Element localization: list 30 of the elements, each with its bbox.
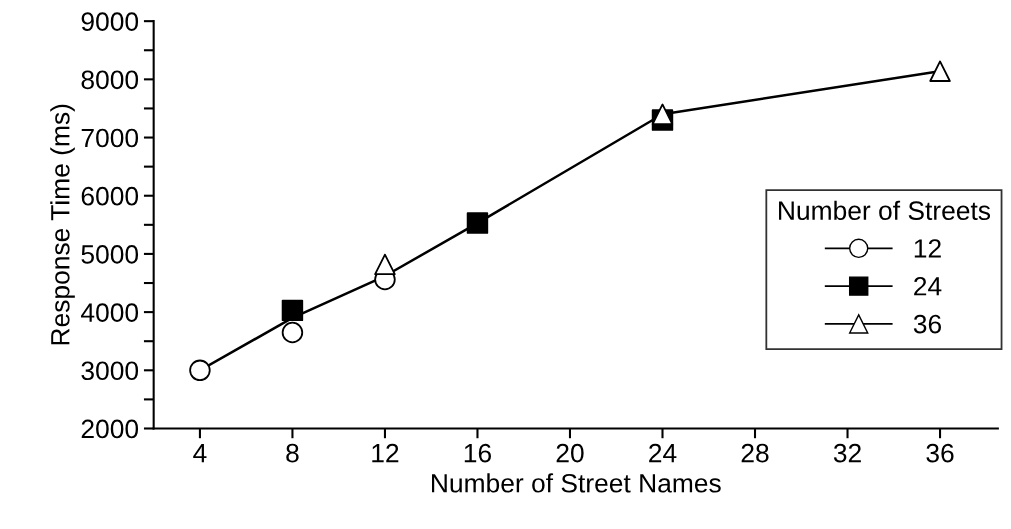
x-tick-label: 8 xyxy=(286,443,299,463)
point xyxy=(281,321,304,344)
y-tick-label: 9000 xyxy=(81,12,139,31)
x-tick-label: 16 xyxy=(464,443,491,463)
point xyxy=(466,212,489,234)
y-axis-title: Response Time (ms) xyxy=(50,104,75,345)
y-tick-label: 3000 xyxy=(81,361,139,381)
point xyxy=(189,359,211,382)
x-axis-title: Number of Street Names xyxy=(432,473,721,493)
x-tick-label: 36 xyxy=(926,443,954,463)
y-tick-label: 8000 xyxy=(81,70,139,90)
x-tick-label: 24 xyxy=(649,443,677,463)
x-tick-label: 20 xyxy=(556,443,584,463)
point xyxy=(281,299,304,322)
y-tick-label: 7000 xyxy=(81,128,139,148)
y-tick-label: 4000 xyxy=(81,303,139,322)
x-tick-label: 4 xyxy=(193,444,207,463)
legend-label: 24 xyxy=(914,276,942,296)
y-tick-label: 2000 xyxy=(81,419,139,439)
point xyxy=(651,103,674,125)
y-tick-label: 5000 xyxy=(81,245,139,264)
x-tick-label: 28 xyxy=(741,443,769,463)
y-tick-label: 6000 xyxy=(81,186,139,206)
x-tick-label: 32 xyxy=(833,443,861,463)
legend-label: 12 xyxy=(914,239,941,258)
legend-label: 36 xyxy=(913,314,941,334)
point xyxy=(929,60,951,82)
legend-title: Number of Streets xyxy=(779,200,991,221)
point xyxy=(374,253,396,276)
x-tick-label: 12 xyxy=(372,443,399,463)
